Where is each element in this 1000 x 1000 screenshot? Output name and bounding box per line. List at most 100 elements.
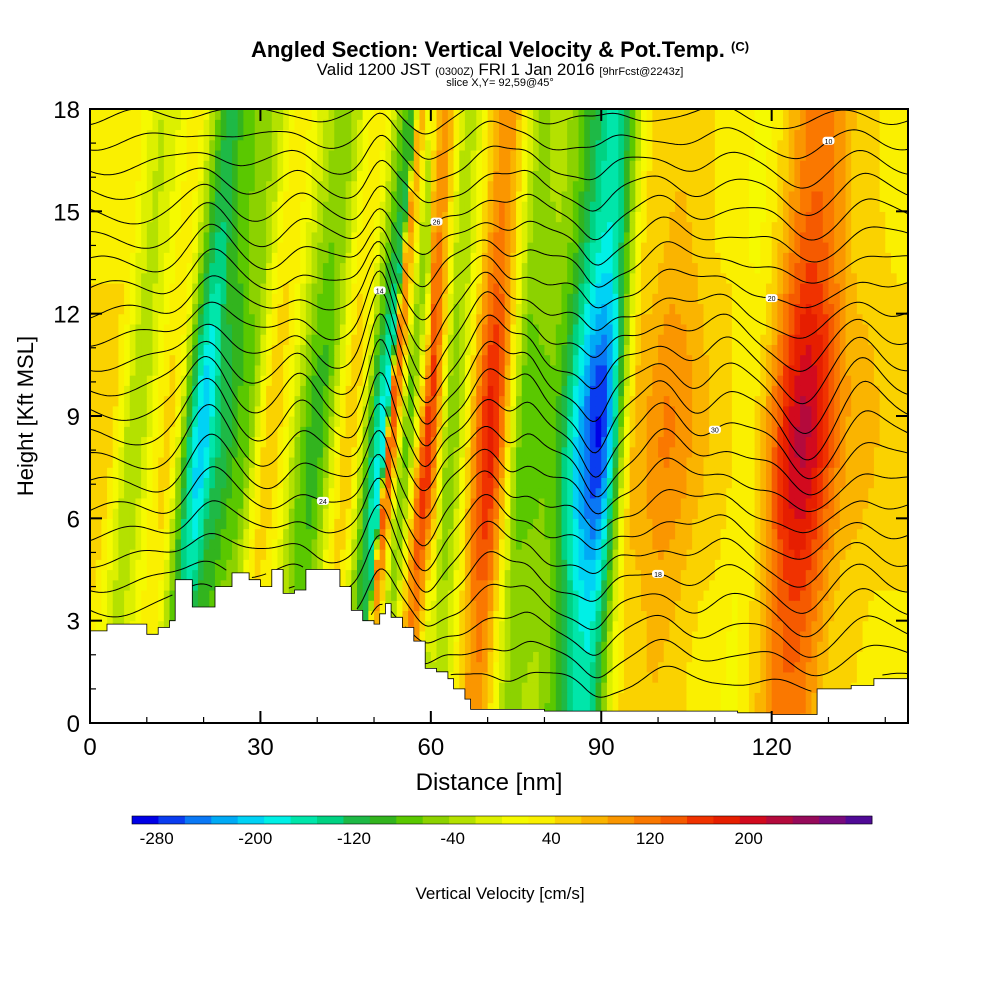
velocity-cell: [822, 416, 830, 427]
velocity-cell: [385, 446, 392, 458]
velocity-cell: [777, 436, 784, 448]
velocity-cell: [391, 395, 398, 407]
velocity-cell: [737, 661, 744, 673]
velocity-cell: [521, 426, 528, 438]
velocity-cell: [453, 497, 460, 509]
velocity-cell: [760, 456, 767, 468]
velocity-cell: [561, 569, 568, 581]
velocity-cell: [152, 446, 159, 458]
velocity-cell: [714, 692, 722, 704]
velocity-cell: [589, 518, 597, 530]
velocity-cell: [726, 436, 733, 448]
velocity-cell: [510, 579, 517, 591]
velocity-cell: [345, 538, 352, 550]
velocity-cell: [442, 589, 449, 601]
velocity-cell: [402, 559, 409, 571]
velocity-cell: [538, 364, 546, 376]
velocity-cell: [169, 559, 176, 571]
velocity-cell: [743, 630, 750, 642]
velocity-cell: [379, 446, 386, 458]
velocity-cell: [703, 600, 710, 612]
velocity-cell: [203, 559, 210, 571]
velocity-cell: [550, 518, 557, 530]
velocity-cell: [470, 375, 477, 386]
velocity-cell: [635, 477, 642, 489]
velocity-cell: [646, 651, 653, 663]
velocity-cell: [709, 395, 716, 407]
velocity-cell: [834, 610, 841, 622]
velocity-cell: [277, 405, 284, 417]
velocity-cell: [783, 682, 790, 693]
velocity-cell: [765, 589, 773, 601]
velocity-cell: [726, 467, 733, 478]
velocity-cell: [606, 508, 614, 519]
velocity-cell: [345, 508, 352, 519]
velocity-cell: [572, 375, 580, 386]
velocity-cell: [686, 426, 693, 438]
velocity-cell: [606, 487, 614, 499]
velocity-cell: [419, 559, 426, 571]
velocity-cell: [141, 467, 148, 478]
velocity-cell: [481, 610, 489, 622]
velocity-cell: [209, 477, 216, 489]
velocity-cell: [232, 477, 239, 489]
velocity-cell: [226, 569, 233, 581]
velocity-cell: [385, 426, 392, 438]
velocity-cell: [90, 620, 97, 632]
velocity-cell: [885, 456, 892, 468]
velocity-cell: [368, 569, 375, 581]
velocity-cell: [459, 518, 466, 530]
velocity-cell: [442, 375, 449, 386]
velocity-cell: [572, 549, 580, 560]
velocity-cell: [641, 610, 648, 622]
velocity-cell: [249, 518, 256, 530]
velocity-cell: [561, 620, 568, 632]
velocity-cell: [107, 416, 114, 427]
velocity-cell: [175, 508, 182, 519]
velocity-cell: [510, 446, 517, 458]
velocity-cell: [112, 456, 119, 468]
velocity-cell: [260, 385, 267, 397]
velocity-cell: [811, 497, 818, 509]
velocity-cell: [374, 528, 381, 540]
velocity-cell: [714, 549, 722, 560]
velocity-cell: [601, 600, 608, 612]
velocity-cell: [794, 569, 801, 581]
velocity-cell: [754, 487, 761, 499]
velocity-cell: [101, 375, 108, 386]
velocity-cell: [902, 610, 908, 622]
velocity-cell: [686, 446, 693, 458]
velocity-cell: [220, 528, 227, 540]
velocity-cell: [402, 416, 409, 427]
velocity-cell: [572, 405, 580, 417]
velocity-cell: [453, 549, 460, 560]
velocity-cell: [544, 416, 551, 427]
velocity-cell: [686, 487, 693, 499]
velocity-cell: [197, 497, 205, 509]
velocity-cell: [879, 477, 886, 489]
velocity-cell: [356, 528, 364, 540]
velocity-cell: [771, 528, 778, 540]
velocity-cell: [135, 579, 142, 591]
velocity-cell: [720, 538, 727, 550]
velocity-cell: [487, 375, 494, 386]
velocity-cell: [470, 426, 477, 438]
velocity-cell: [220, 477, 227, 489]
velocity-cell: [890, 497, 898, 509]
velocity-cell: [135, 559, 142, 571]
velocity-cell: [726, 385, 733, 397]
velocity-cell: [555, 579, 563, 591]
velocity-cell: [300, 487, 307, 499]
velocity-cell: [499, 610, 506, 622]
velocity-cell: [232, 497, 239, 509]
velocity-cell: [595, 702, 602, 714]
velocity-cell: [720, 610, 727, 622]
velocity-cell: [146, 436, 154, 448]
velocity-cell: [839, 446, 847, 458]
velocity-cell: [692, 508, 699, 519]
velocity-cell: [879, 671, 886, 683]
velocity-cell: [538, 549, 546, 560]
velocity-cell: [584, 579, 591, 591]
velocity-cell: [629, 600, 636, 612]
velocity-cell: [192, 569, 199, 581]
